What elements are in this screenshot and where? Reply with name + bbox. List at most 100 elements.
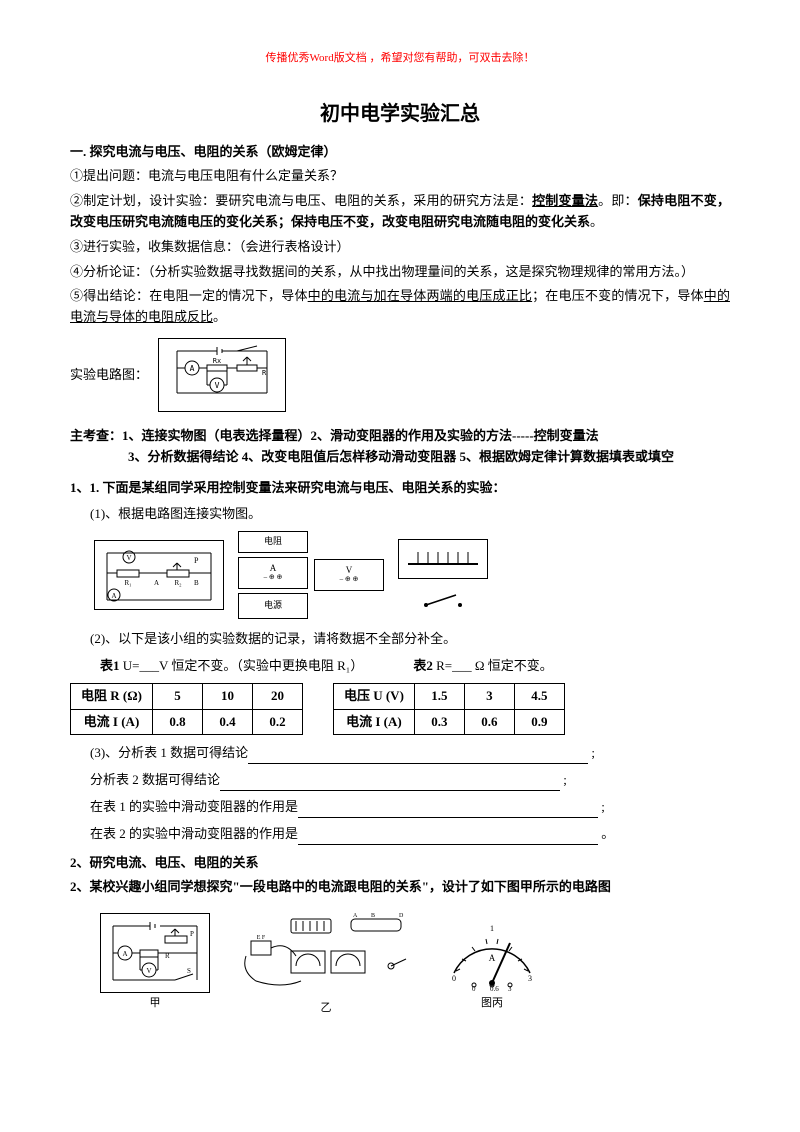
data-table-2: 电压 U (V) 1.5 3 4.5 电流 I (A) 0.3 0.6 0.9 — [333, 683, 565, 736]
svg-text:R: R — [262, 369, 267, 377]
para-q2: ②制定计划，设计实验：要研究电流与电压、电阻的关系，采用的研究方法是：控制变量法… — [70, 191, 730, 233]
tables-row: 电阻 R (Ω) 5 10 20 电流 I (A) 0.8 0.4 0.2 电压… — [70, 683, 730, 736]
apparatus-yi-icon: ABD E F — [226, 908, 426, 998]
svg-text:A: A — [111, 592, 116, 600]
svg-text:A: A — [122, 950, 127, 958]
p2e: 。 — [590, 214, 603, 229]
cell: 1.5 — [414, 683, 464, 709]
q3-l1: (3)、分析表 1 数据可得结论 — [90, 745, 248, 760]
svg-text:B: B — [371, 913, 375, 919]
svg-text:0.6: 0.6 — [490, 985, 499, 993]
table-row: 电流 I (A) 0.8 0.4 0.2 — [71, 709, 303, 735]
cell: 电流 I (A) — [71, 709, 153, 735]
q1-sub2: (2)、以下是该小组的实验数据的记录，请将数据不全部分补全。 — [70, 629, 730, 650]
doc-title: 初中电学实验汇总 — [70, 98, 730, 130]
t1-label: 表1 — [100, 658, 120, 673]
q2-intro: 2、某校兴趣小组同学想探究"一段电路中的电流跟电阻的关系"，设计了如下图甲所示的… — [70, 877, 730, 898]
fig-bing: 0 1 3 A 00.63 图丙 — [442, 913, 542, 1013]
table-row: 电流 I (A) 0.3 0.6 0.9 — [333, 709, 564, 735]
tables-captions: 表1 U=___V 恒定不变。（实验中更换电阻 R₁） 表2 R=___ Ω 恒… — [70, 656, 730, 677]
gauge-bing-icon: 0 1 3 A 00.63 — [442, 913, 542, 993]
svg-text:A: A — [154, 579, 159, 587]
exam-guide-l2: 3、分析数据得结论 4、改变电阻值后怎样移动滑动变阻器 5、根据欧姆定律计算数据… — [70, 447, 730, 468]
circuit-label: 实验电路图： — [70, 365, 148, 386]
svg-text:S: S — [187, 967, 191, 975]
table-row: 电压 U (V) 1.5 3 4.5 — [333, 683, 564, 709]
t2-desc: R=___ Ω 恒定不变。 — [436, 658, 553, 673]
svg-text:V: V — [215, 381, 220, 390]
svg-text:Rx: Rx — [213, 357, 221, 365]
caption-yi: 乙 — [321, 1000, 332, 1018]
svg-text:1: 1 — [490, 924, 494, 933]
q2-heading: 2、研究电流、电压、电阻的关系 — [70, 853, 730, 874]
cell: 电压 U (V) — [333, 683, 414, 709]
cell: 10 — [202, 683, 252, 709]
t2-label: 表2 — [413, 658, 433, 673]
cell: 0.6 — [464, 709, 514, 735]
q1-sub3: (3)、分析表 1 数据可得结论 ; 分析表 2 数据可得结论 ; 在表 1 的… — [70, 743, 730, 844]
fig-jia: P A R V S 甲 — [100, 913, 210, 1013]
svg-text:V: V — [126, 554, 131, 562]
circuit-diagram: A Rx R V — [158, 338, 286, 412]
caption-jia: 甲 — [150, 995, 161, 1013]
svg-text:A: A — [353, 913, 358, 919]
svg-text:V: V — [146, 967, 151, 975]
cell: 0.4 — [202, 709, 252, 735]
cell: 3 — [464, 683, 514, 709]
data-table-1: 电阻 R (Ω) 5 10 20 电流 I (A) 0.8 0.4 0.2 — [70, 683, 303, 736]
para-q3: ③进行实验，收集数据信息：（会进行表格设计） — [70, 237, 730, 258]
table-row: 电阻 R (Ω) 5 10 20 — [71, 683, 303, 709]
section-heading: 一. 探究电流与电压、电阻的关系（欧姆定律） — [70, 142, 730, 163]
q3-l4: 在表 2 的实验中滑动变阻器的作用是 — [90, 826, 298, 841]
exam-guide: 主考查：1、连接实物图（电表选择量程）2、滑动变阻器的作用及实验的方法-----… — [70, 426, 730, 468]
cell: 0.3 — [414, 709, 464, 735]
cell: 4.5 — [514, 683, 564, 709]
svg-text:A: A — [489, 953, 496, 963]
svg-text:B: B — [194, 579, 199, 587]
p5c: ；在电压不变的情况下，导体 — [532, 288, 704, 303]
circuit-row: 实验电路图： A Rx R V — [70, 338, 730, 412]
cell: 20 — [252, 683, 302, 709]
cell: 电阻 R (Ω) — [71, 683, 153, 709]
q2-figure-row: P A R V S 甲 ABD E F — [70, 908, 730, 1018]
voltmeter-icon: V– ⊕ ⊕ — [314, 559, 384, 591]
blank-line — [248, 750, 588, 764]
switch-icon — [418, 589, 468, 611]
circuit-jia-icon: P A R V S — [100, 913, 210, 993]
blank-line — [220, 777, 560, 791]
para-q4: ④分析论证：（分析实验数据寻找数据间的关系，从中找出物理量间的关系，这是探究物理… — [70, 262, 730, 283]
svg-text:R₂: R₂ — [174, 579, 182, 587]
p5b: 中的电流与加在导体两端的电压成正比 — [308, 288, 532, 303]
para-q5: ⑤得出结论：在电阻一定的情况下，导体中的电流与加在导体两端的电压成正比；在电压不… — [70, 286, 730, 328]
p5a: ⑤得出结论：在电阻一定的情况下，导体 — [70, 288, 308, 303]
cell: 电流 I (A) — [333, 709, 414, 735]
cell: 0.8 — [152, 709, 202, 735]
q1-intro: 1、1. 下面是某组同学采用控制变量法来研究电流与电压、电阻关系的实验： — [70, 478, 730, 499]
svg-text:0: 0 — [452, 974, 456, 983]
q3-l2: 分析表 2 数据可得结论 — [90, 772, 220, 787]
p2c: 。即： — [598, 193, 638, 208]
battery-icon: 电源 — [238, 593, 308, 619]
p5e: 。 — [213, 309, 226, 324]
cell: 0.2 — [252, 709, 302, 735]
ammeter-icon: A– ⊕ ⊕ — [238, 557, 308, 589]
svg-text:P: P — [194, 556, 199, 565]
cell: 0.9 — [514, 709, 564, 735]
blank-line — [298, 804, 598, 818]
circuit-schematic-icon: V P R₁ A R₂ B A — [94, 540, 224, 610]
q1-image-row: V P R₁ A R₂ B A 电阻 A– ⊕ ⊕ 电源 V– ⊕ ⊕ — [70, 531, 730, 619]
svg-text:R₁: R₁ — [124, 579, 131, 587]
meters-col: 电阻 A– ⊕ ⊕ 电源 V– ⊕ ⊕ — [238, 531, 384, 619]
svg-text:P: P — [190, 930, 194, 938]
rheostat-icon — [398, 539, 488, 579]
caption-bing: 图丙 — [481, 995, 503, 1013]
exam-guide-l1: 主考查：1、连接实物图（电表选择量程）2、滑动变阻器的作用及实验的方法-----… — [70, 426, 730, 447]
q3-l3: 在表 1 的实验中滑动变阻器的作用是 — [90, 799, 298, 814]
resistor-icon: 电阻 — [238, 531, 308, 553]
q1-sub1: (1)、根据电路图连接实物图。 — [70, 504, 730, 525]
header-note: 传播优秀Word版文档 ，希望对您有帮助，可双击去除！ — [70, 50, 730, 68]
cell: 5 — [152, 683, 202, 709]
svg-text:3: 3 — [528, 974, 532, 983]
svg-text:E F: E F — [257, 935, 266, 941]
p2b: 控制变量法 — [532, 193, 598, 208]
